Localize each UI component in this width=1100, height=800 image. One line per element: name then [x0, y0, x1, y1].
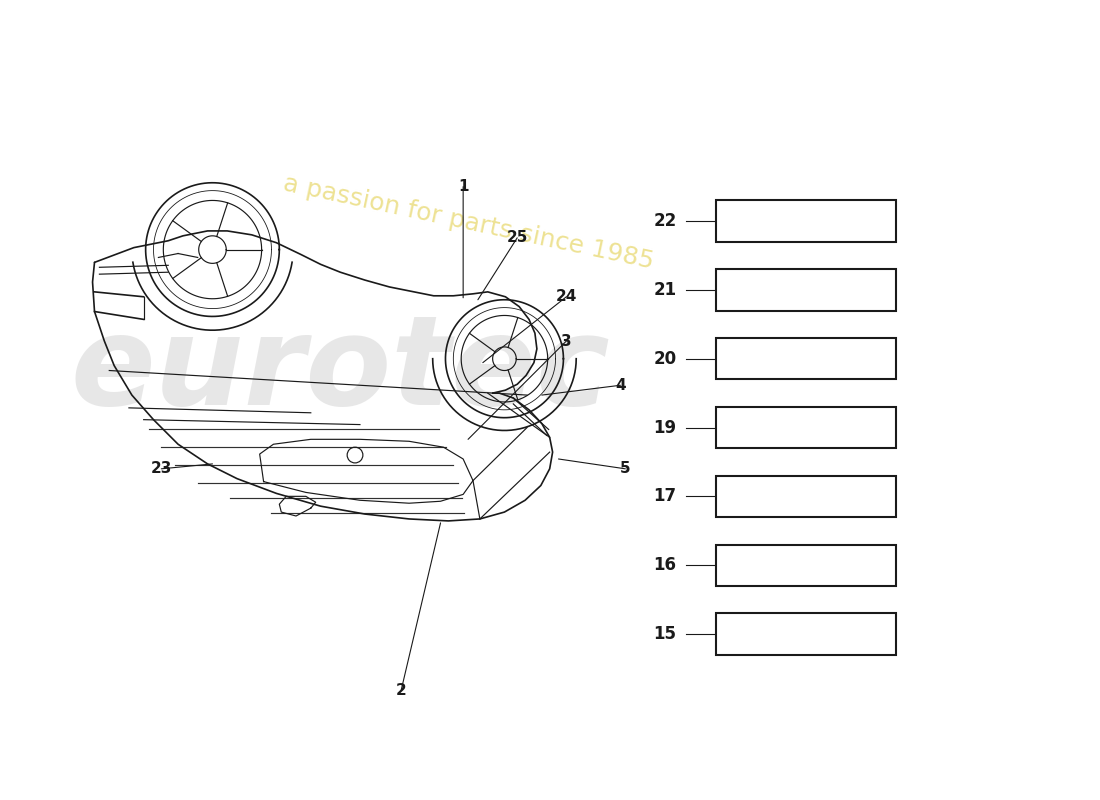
Text: a passion for parts since 1985: a passion for parts since 1985 — [280, 172, 656, 274]
Text: 4: 4 — [615, 378, 626, 393]
Text: 22: 22 — [653, 212, 676, 230]
Text: 19: 19 — [653, 418, 676, 437]
Text: 2: 2 — [396, 682, 407, 698]
Text: 3: 3 — [561, 334, 572, 349]
Bar — [716, 338, 895, 379]
Bar — [716, 270, 895, 310]
Bar — [716, 476, 895, 517]
Text: 16: 16 — [653, 556, 676, 574]
Text: 15: 15 — [653, 625, 676, 643]
Text: 23: 23 — [151, 462, 172, 476]
Bar — [716, 545, 895, 586]
Text: 17: 17 — [653, 487, 676, 506]
Bar — [716, 201, 895, 242]
Text: 1: 1 — [458, 179, 469, 194]
Bar — [716, 614, 895, 654]
Text: 25: 25 — [506, 230, 528, 246]
Text: 21: 21 — [653, 281, 676, 299]
Text: 5: 5 — [620, 462, 630, 476]
Text: eurotec: eurotec — [70, 310, 610, 431]
Text: 24: 24 — [556, 290, 578, 304]
Text: 20: 20 — [653, 350, 676, 368]
Bar — [716, 407, 895, 448]
